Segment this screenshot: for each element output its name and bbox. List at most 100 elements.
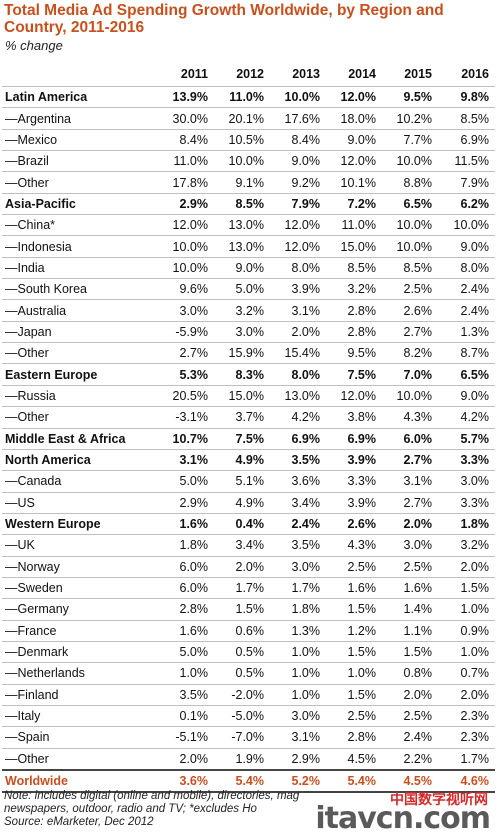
value-cell: 2.0%: [214, 555, 270, 578]
value-cell: 2.4%: [438, 278, 495, 300]
value-cell: 3.4%: [214, 534, 270, 557]
value-cell: 3.5%: [270, 448, 326, 471]
watermark: 中国数字视听网 itavcn.com: [315, 789, 492, 836]
row-label: —Spain: [2, 726, 158, 749]
country-row: —India 10.0% 9.0% 8.0% 8.5% 8.5% 8.0%: [2, 256, 495, 279]
value-cell: 4.2%: [270, 406, 326, 428]
value-cell: 5.0%: [158, 640, 214, 663]
region-row: Latin America 13.9% 11.0% 10.0% 12.0% 9.5% 9.8…: [2, 85, 495, 108]
value-cell: 11.0%: [214, 85, 270, 108]
value-cell: 5.4%: [326, 768, 382, 794]
row-label: Western Europe: [2, 512, 158, 535]
row-label: —Argentina: [2, 107, 158, 130]
value-cell: 2.7%: [158, 342, 214, 364]
value-cell: 5.7%: [438, 427, 495, 450]
value-cell: 9.6%: [158, 278, 214, 300]
value-cell: 4.5%: [326, 747, 382, 770]
value-cell: 6.0%: [158, 555, 214, 578]
value-cell: 2.8%: [326, 726, 382, 749]
country-row: —Spain -5.1% -7.0% 3.1% 2.8% 2.4% 2.3%: [2, 726, 495, 749]
value-cell: 20.1%: [214, 107, 270, 130]
value-cell: 1.1%: [382, 619, 438, 642]
value-cell: 5.2%: [270, 768, 326, 794]
value-cell: 4.2%: [438, 406, 495, 428]
country-row: —Australia 3.0% 3.2% 3.1% 2.8% 2.6% 2.4%: [2, 299, 495, 322]
value-cell: 2.0%: [382, 512, 438, 535]
value-cell: 2.3%: [438, 726, 495, 749]
value-cell: -5.9%: [158, 320, 214, 343]
column-header: 2013: [270, 61, 326, 87]
value-cell: 1.8%: [270, 598, 326, 621]
country-row: —Russia 20.5% 15.0% 13.0% 12.0% 10.0% 9.0%: [2, 384, 495, 407]
value-cell: 10.0%: [382, 214, 438, 236]
value-cell: 3.0%: [438, 470, 495, 493]
value-cell: 8.5%: [438, 107, 495, 130]
column-header: 2012: [214, 61, 270, 87]
value-cell: -5.0%: [214, 704, 270, 727]
value-cell: 9.0%: [438, 384, 495, 407]
value-cell: 15.9%: [214, 342, 270, 364]
value-cell: 2.0%: [438, 683, 495, 706]
value-cell: 13.0%: [214, 235, 270, 258]
column-header: 2015: [382, 61, 438, 87]
value-cell: 3.8%: [326, 406, 382, 428]
country-row: —UK 1.8% 3.4% 3.5% 4.3% 3.0% 3.2%: [2, 534, 495, 557]
value-cell: 1.0%: [270, 640, 326, 663]
row-label: —Other: [2, 747, 158, 770]
value-cell: 3.1%: [270, 299, 326, 322]
value-cell: 4.3%: [326, 534, 382, 557]
country-row: —Other 2.0% 1.9% 2.9% 4.5% 2.2% 1.7%: [2, 747, 495, 770]
value-cell: 1.7%: [270, 576, 326, 599]
value-cell: 1.5%: [326, 683, 382, 706]
value-cell: 8.4%: [270, 128, 326, 151]
data-table: 2011 2012 2013 2014 2015 2016 Latin Amer…: [2, 61, 495, 794]
value-cell: 12.0%: [270, 214, 326, 236]
value-cell: 8.8%: [382, 171, 438, 194]
value-cell: 2.0%: [270, 320, 326, 343]
value-cell: 2.4%: [438, 299, 495, 322]
value-cell: 2.0%: [382, 683, 438, 706]
value-cell: 1.5%: [214, 598, 270, 621]
value-cell: 3.1%: [382, 470, 438, 493]
region-row: North America 3.1% 4.9% 3.5% 3.9% 2.7% 3.3%: [2, 448, 495, 471]
value-cell: 8.7%: [438, 342, 495, 364]
country-row: —Mexico 8.4% 10.5% 8.4% 9.0% 7.7% 6.9%: [2, 128, 495, 151]
value-cell: 11.0%: [158, 150, 214, 172]
country-row: —Netherlands 1.0% 0.5% 1.0% 1.0% 0.8% 0.7%: [2, 662, 495, 685]
value-cell: 6.9%: [270, 427, 326, 450]
country-row: —Italy 0.1% -5.0% 3.0% 2.5% 2.5% 2.3%: [2, 704, 495, 727]
value-cell: 1.0%: [158, 662, 214, 685]
value-cell: 0.1%: [158, 704, 214, 727]
value-cell: 3.2%: [214, 299, 270, 322]
value-cell: 1.8%: [158, 534, 214, 557]
value-cell: 8.0%: [270, 256, 326, 279]
row-label: Middle East & Africa: [2, 427, 158, 450]
row-label: —Netherlands: [2, 662, 158, 685]
value-cell: 3.4%: [270, 491, 326, 514]
value-cell: 5.3%: [158, 363, 214, 386]
value-cell: 7.9%: [438, 171, 495, 194]
value-cell: 1.3%: [270, 619, 326, 642]
value-cell: 4.9%: [214, 448, 270, 471]
value-cell: 9.2%: [270, 171, 326, 194]
row-label: —US: [2, 491, 158, 514]
value-cell: 1.7%: [214, 576, 270, 599]
watermark-logo: itavcn.com: [315, 801, 491, 836]
country-row: —Other 2.7% 15.9% 15.4% 9.5% 8.2% 8.7%: [2, 342, 495, 364]
value-cell: 2.0%: [158, 747, 214, 770]
value-cell: 7.9%: [270, 192, 326, 215]
value-cell: 7.5%: [326, 363, 382, 386]
value-cell: 3.0%: [158, 299, 214, 322]
table-body: Latin America 13.9% 11.0% 10.0% 12.0% 9.5% 9.8…: [2, 85, 495, 794]
row-label: —Japan: [2, 320, 158, 343]
value-cell: -2.0%: [214, 683, 270, 706]
value-cell: 0.4%: [214, 512, 270, 535]
value-cell: 3.9%: [326, 448, 382, 471]
row-label: —Italy: [2, 704, 158, 727]
value-cell: 9.0%: [326, 128, 382, 151]
value-cell: 1.2%: [326, 619, 382, 642]
row-label: —Other: [2, 406, 158, 428]
value-cell: -7.0%: [214, 726, 270, 749]
country-row: —Germany 2.8% 1.5% 1.8% 1.5% 1.4% 1.0%: [2, 598, 495, 621]
value-cell: 10.2%: [382, 107, 438, 130]
